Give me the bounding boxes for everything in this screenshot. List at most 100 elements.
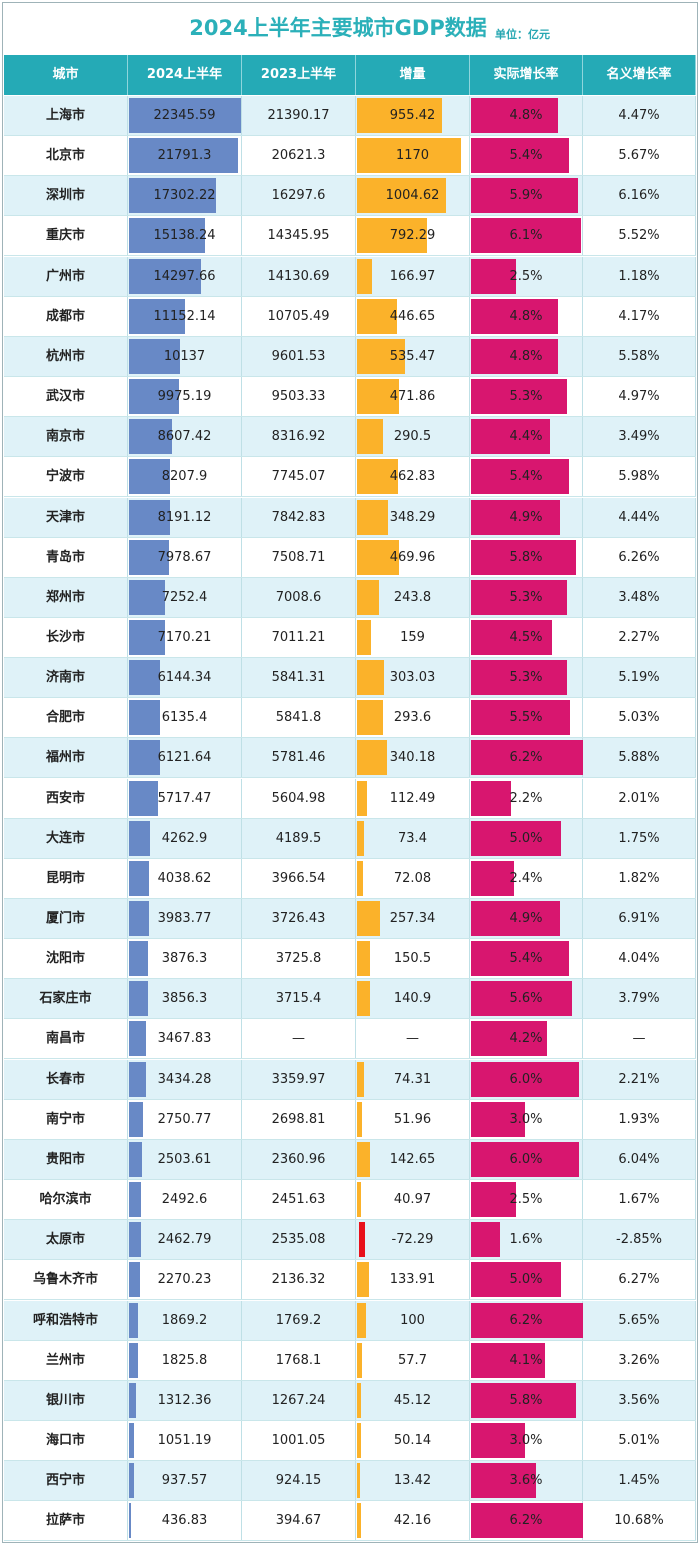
increment-value: 1170 [395,148,430,164]
real-growth-bar [471,338,558,374]
increment-bar [357,1463,360,1499]
gdp-2024-bar [129,981,149,1017]
gdp-2024-bar [129,1422,135,1458]
table-row: 北京市 21791.3 20621.3 1170 5.4% 5.67% [4,136,696,177]
nominal-growth-value: — [583,1019,696,1059]
gdp-2024-bar [129,1061,147,1097]
real-growth-value: 5.3% [509,670,543,686]
real-growth-bar [471,1463,537,1499]
real-growth-value: 2.5% [509,268,543,284]
nominal-growth-value: 5.19% [583,658,696,698]
nominal-growth-value: 4.47% [583,96,696,135]
increment-bar [357,338,405,374]
table-row: 拉萨市 436.83 394.67 42.16 6.2% 10.68% [4,1501,696,1542]
city-name: 合肥市 [4,698,128,738]
gdp-2023-value: 2451.63 [242,1180,356,1220]
increment-value: 50.14 [393,1432,432,1448]
nominal-growth-value: 4.44% [583,497,696,537]
gdp-2024-value: 8207.9 [161,469,208,485]
nominal-growth-value: 3.49% [583,417,696,457]
city-name: 厦门市 [4,899,128,938]
gdp-2024-value: 14297.66 [153,268,216,284]
real-growth-bar [471,941,569,977]
gdp-2024-bar [129,1141,142,1177]
gdp-2023-value: 5781.46 [242,738,356,778]
increment-bar [357,379,399,415]
nominal-growth-value: 6.91% [583,899,696,938]
increment-value: 340.18 [389,750,436,766]
nominal-growth-value: 3.56% [583,1380,696,1420]
increment-bar [357,218,428,254]
table-row: 重庆市 15138.24 14345.95 792.29 6.1% 5.52% [4,216,696,257]
increment-value: 100 [400,1312,425,1328]
nominal-growth-value: 5.88% [583,738,696,778]
real-growth-bar [471,1141,580,1177]
increment-bar [357,1141,370,1177]
increment-bar [357,619,372,655]
real-growth-value: 5.4% [509,951,543,967]
increment-bar [357,860,364,896]
table-row: 海口市 1051.19 1001.05 50.14 3.0% 5.01% [4,1420,696,1461]
gdp-2024-value: 2462.79 [157,1232,212,1248]
gdp-2024-bar [129,740,160,776]
gdp-2024-bar [129,660,160,696]
real-growth-bar [471,1061,580,1097]
gdp-2023-value: 10705.49 [242,296,356,336]
increment-value: 51.96 [393,1111,432,1127]
gdp-2024-bar [129,138,239,174]
increment-value: 13.42 [393,1473,432,1489]
gdp-2023-value: 5841.8 [242,698,356,738]
increment-bar [357,700,384,736]
gdp-2024-bar [129,1222,142,1258]
gdp-2024-value: 6121.64 [157,750,212,766]
nominal-growth-value: 5.67% [583,136,696,176]
increment-value: 243.8 [393,589,432,605]
increment-bar [357,1101,362,1137]
real-growth-bar [471,1302,583,1338]
column-header: 城市 [4,55,128,95]
gdp-2024-value: 2750.77 [157,1111,212,1127]
table-row: 上海市 22345.59 21390.17 955.42 4.8% 4.47% [4,96,696,136]
gdp-2023-value: 7745.07 [242,457,356,497]
table-row: 银川市 1312.36 1267.24 45.12 5.8% 3.56% [4,1380,696,1421]
real-growth-bar [471,419,551,455]
increment-bar [357,178,447,214]
increment-value: 303.03 [389,670,436,686]
table-row: 南昌市 3467.83 — — 4.2% — [4,1019,696,1060]
nominal-growth-value: 1.67% [583,1180,696,1220]
table-row: 合肥市 6135.4 5841.8 293.6 5.5% 5.03% [4,698,696,739]
city-name: 长春市 [4,1059,128,1099]
nominal-growth-value: 6.26% [583,537,696,577]
gdp-2024-value: 5717.47 [157,790,212,806]
city-name: 深圳市 [4,176,128,216]
nominal-growth-value: 5.01% [583,1420,696,1460]
gdp-2023-value: 4189.5 [242,818,356,858]
increment-value: — [406,1031,419,1047]
city-name: 宁波市 [4,457,128,497]
real-growth-bar [471,700,571,736]
nominal-growth-value: 1.18% [583,256,696,296]
increment-value: 74.31 [393,1071,432,1087]
gdp-2023-value: 9503.33 [242,377,356,417]
real-growth-bar [471,258,517,294]
nominal-growth-value: 5.52% [583,216,696,256]
gdp-2024-value: 10137 [163,348,206,364]
real-growth-value: 2.2% [509,790,543,806]
table-row: 深圳市 17302.22 16297.6 1004.62 5.9% 6.16% [4,176,696,217]
increment-value: 40.97 [393,1192,432,1208]
table-row: 大连市 4262.9 4189.5 73.4 5.0% 1.75% [4,818,696,859]
increment-value: 469.96 [389,549,436,565]
gdp-2024-value: 1869.2 [161,1312,208,1328]
gdp-2024-bar [129,419,173,455]
city-name: 沈阳市 [4,939,128,979]
gdp-2024-bar [129,98,241,133]
gdp-2024-value: 6135.4 [161,710,208,726]
city-name: 杭州市 [4,336,128,376]
increment-bar [357,780,367,816]
city-name: 呼和浩特市 [4,1300,128,1340]
real-growth-bar [471,218,582,254]
gdp-2024-value: 2492.6 [161,1192,208,1208]
gdp-2024-bar [129,1182,142,1218]
city-name: 海口市 [4,1420,128,1460]
increment-value: -72.29 [391,1232,434,1248]
